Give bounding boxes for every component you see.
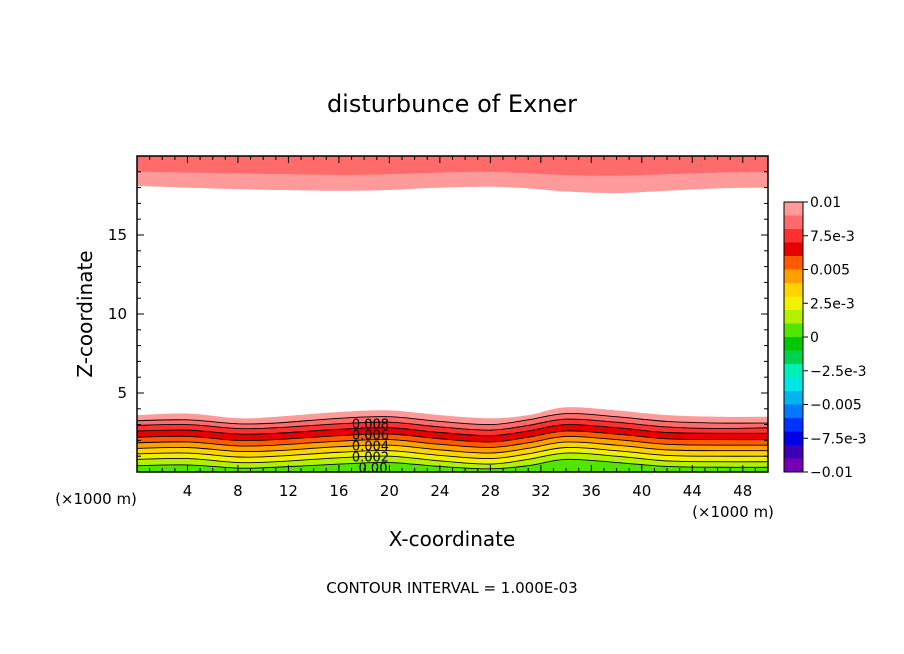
colorbar-swatch-10 [784, 337, 803, 351]
contour-line-7 [137, 446, 768, 460]
y-tick-label-15: 15 [108, 226, 127, 244]
contour-interval-note: CONTOUR INTERVAL = 1.000E-03 [326, 579, 577, 597]
contour-line-5 [137, 435, 768, 448]
colorbar-swatch-6 [784, 283, 803, 297]
y-axis-ticks: 5 10 15 [108, 171, 768, 457]
contour-label-0: 0.008 [352, 417, 389, 432]
colorbar-swatch-19 [784, 458, 803, 472]
colorbar-label-1: 7.5e-3 [810, 229, 855, 245]
x-axis-ticks: 4 8 12 16 20 24 28 32 36 40 44 48 [149, 156, 756, 500]
contour-line-4 [137, 430, 768, 443]
colorbar-label-7: −7.5e-3 [810, 431, 867, 447]
colorbar-swatch-8 [784, 310, 803, 324]
contour-line-2 [137, 418, 768, 431]
contour-line-3 [137, 424, 768, 437]
x-tick-label-24: 24 [430, 482, 449, 500]
colorbar-label-8: −0.01 [810, 465, 853, 481]
colorbar-swatch-13 [784, 377, 803, 391]
colorbar-swatch-9 [784, 323, 803, 337]
contour-label-1: 0.006 [352, 428, 389, 443]
colorbar-label-2: 0.005 [810, 263, 850, 279]
contour-label-2: 0.004 [352, 440, 389, 455]
x-tick-label-12: 12 [279, 482, 298, 500]
x-tick-label-36: 36 [582, 482, 601, 500]
colorbar-swatch-5 [784, 269, 803, 283]
x-tick-label-40: 40 [632, 482, 651, 500]
contour-line-6 [137, 441, 768, 454]
x-tick-label-20: 20 [380, 482, 399, 500]
colorbar-swatch-16 [784, 418, 803, 432]
colorbar-label-4: 0 [810, 330, 819, 346]
contour-line-1 [137, 413, 768, 426]
x-tick-label-4: 4 [183, 482, 193, 500]
contour-fill-layer [137, 156, 768, 472]
colorbar-label-0: 0.01 [810, 195, 841, 211]
colorbar-swatch-14 [784, 391, 803, 405]
x-tick-label-48: 48 [733, 482, 752, 500]
colorbar-swatch-12 [784, 364, 803, 378]
colorbar-swatch-15 [784, 404, 803, 418]
colorbar-tick-labels: 0.01 7.5e-3 0.005 2.5e-3 0 −2.5e-3 −0.005 −7.5e… [803, 195, 867, 481]
contour-line-9 [137, 458, 768, 470]
x-tick-label-28: 28 [481, 482, 500, 500]
upper-band-1 [137, 156, 768, 176]
colorbar [783, 201, 804, 473]
x-tick-label-8: 8 [233, 482, 243, 500]
x-axis-title: X-coordinate [389, 527, 516, 551]
y-axis-title: Z-coordinate [73, 250, 97, 377]
chart-title: disturbunce of Exner [327, 90, 577, 118]
colorbar-swatch-3 [784, 242, 803, 256]
y-tick-label-5: 5 [117, 384, 127, 402]
contour-label-4: 0.00 [359, 462, 388, 477]
colorbar-swatch-11 [784, 350, 803, 364]
colorbar-swatch-18 [784, 445, 803, 459]
x-tick-label-16: 16 [329, 482, 348, 500]
colorbar-label-5: −2.5e-3 [810, 364, 867, 380]
colorbar-label-3: 2.5e-3 [810, 296, 855, 312]
contour-line-8 [137, 452, 768, 465]
colorbar-swatch-4 [784, 256, 803, 270]
x-tick-label-44: 44 [683, 482, 702, 500]
colorbar-swatch-2 [784, 229, 803, 243]
colorbar-swatch-1 [784, 215, 803, 229]
contour-line-layer [137, 413, 768, 470]
contour-label-3: 0.002 [352, 451, 389, 466]
x-unit-label-left: (×1000 m) [55, 490, 137, 508]
colorbar-swatch-7 [784, 296, 803, 310]
colorbar-label-6: −0.005 [810, 398, 862, 414]
colorbar-swatch-17 [784, 431, 803, 445]
colorbar-swatch-0 [784, 202, 803, 216]
x-tick-label-32: 32 [531, 482, 550, 500]
x-unit-label-right: (×1000 m) [692, 503, 774, 521]
y-tick-label-10: 10 [108, 305, 127, 323]
